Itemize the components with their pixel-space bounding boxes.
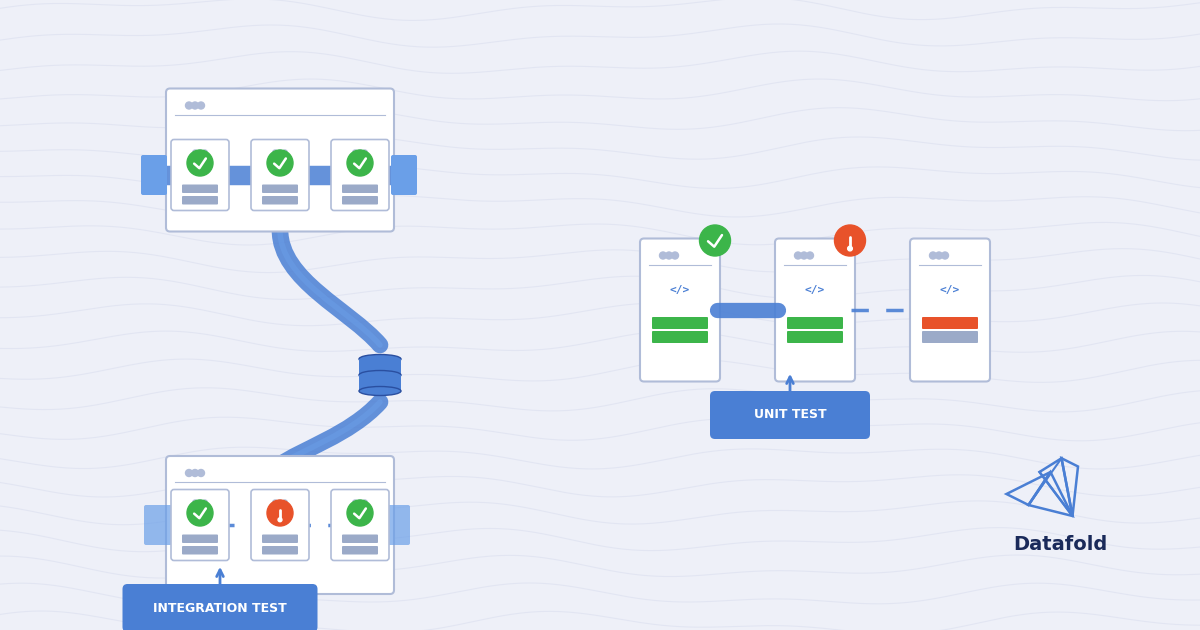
Circle shape — [186, 469, 192, 476]
FancyBboxPatch shape — [382, 505, 410, 545]
Circle shape — [353, 150, 358, 155]
FancyBboxPatch shape — [251, 490, 310, 561]
Text: INTEGRATION TEST: INTEGRATION TEST — [154, 602, 287, 614]
Circle shape — [277, 150, 282, 155]
Circle shape — [347, 150, 373, 176]
FancyBboxPatch shape — [787, 317, 844, 329]
Circle shape — [282, 150, 287, 155]
Circle shape — [272, 150, 277, 155]
Circle shape — [700, 225, 731, 256]
Circle shape — [277, 500, 282, 505]
Circle shape — [362, 500, 367, 505]
FancyBboxPatch shape — [262, 546, 298, 554]
Circle shape — [272, 500, 277, 505]
FancyBboxPatch shape — [342, 185, 378, 193]
FancyBboxPatch shape — [262, 196, 298, 205]
FancyBboxPatch shape — [166, 456, 394, 594]
Circle shape — [834, 225, 865, 256]
Circle shape — [666, 252, 672, 259]
Circle shape — [282, 500, 287, 505]
FancyBboxPatch shape — [775, 239, 856, 382]
Circle shape — [198, 150, 203, 155]
Circle shape — [198, 500, 203, 505]
Text: UNIT TEST: UNIT TEST — [754, 408, 827, 421]
Text: Datafold: Datafold — [1013, 536, 1108, 554]
FancyBboxPatch shape — [144, 505, 172, 545]
Circle shape — [794, 252, 802, 259]
Circle shape — [198, 102, 204, 109]
Circle shape — [358, 150, 362, 155]
FancyBboxPatch shape — [640, 239, 720, 382]
FancyBboxPatch shape — [910, 239, 990, 382]
FancyBboxPatch shape — [142, 155, 167, 195]
Circle shape — [193, 500, 198, 505]
FancyBboxPatch shape — [122, 584, 318, 630]
FancyBboxPatch shape — [652, 317, 708, 329]
Circle shape — [278, 518, 282, 522]
Circle shape — [353, 500, 358, 505]
Circle shape — [672, 252, 678, 259]
FancyBboxPatch shape — [787, 331, 844, 343]
Circle shape — [942, 252, 948, 259]
FancyBboxPatch shape — [922, 317, 978, 329]
Circle shape — [358, 500, 362, 505]
FancyBboxPatch shape — [710, 391, 870, 439]
Circle shape — [193, 150, 198, 155]
FancyBboxPatch shape — [182, 185, 218, 193]
Circle shape — [186, 102, 192, 109]
Circle shape — [347, 500, 373, 526]
FancyBboxPatch shape — [331, 490, 389, 561]
FancyBboxPatch shape — [262, 185, 298, 193]
FancyBboxPatch shape — [342, 196, 378, 205]
Circle shape — [847, 246, 852, 251]
FancyBboxPatch shape — [182, 196, 218, 205]
Text: </>: </> — [805, 285, 826, 295]
Circle shape — [203, 150, 208, 155]
FancyBboxPatch shape — [391, 155, 418, 195]
Circle shape — [806, 252, 814, 259]
Circle shape — [266, 500, 293, 526]
Circle shape — [266, 150, 293, 176]
Circle shape — [800, 252, 808, 259]
Ellipse shape — [359, 370, 401, 379]
Circle shape — [198, 469, 204, 476]
Circle shape — [192, 469, 198, 476]
FancyBboxPatch shape — [172, 490, 229, 561]
FancyBboxPatch shape — [342, 546, 378, 554]
FancyBboxPatch shape — [342, 534, 378, 543]
Text: </>: </> — [940, 285, 960, 295]
Text: </>: </> — [670, 285, 690, 295]
Circle shape — [187, 500, 214, 526]
Circle shape — [936, 252, 942, 259]
FancyBboxPatch shape — [172, 139, 229, 210]
Circle shape — [203, 500, 208, 505]
Circle shape — [930, 252, 936, 259]
FancyBboxPatch shape — [166, 88, 394, 231]
Circle shape — [192, 102, 198, 109]
Bar — [359, 375, 401, 391]
Bar — [359, 359, 401, 375]
Circle shape — [660, 252, 666, 259]
Circle shape — [187, 150, 214, 176]
FancyBboxPatch shape — [922, 331, 978, 343]
FancyBboxPatch shape — [182, 534, 218, 543]
Circle shape — [362, 150, 367, 155]
FancyBboxPatch shape — [251, 139, 310, 210]
FancyBboxPatch shape — [182, 546, 218, 554]
Ellipse shape — [359, 386, 401, 396]
FancyBboxPatch shape — [331, 139, 389, 210]
Ellipse shape — [359, 355, 401, 364]
FancyBboxPatch shape — [262, 534, 298, 543]
FancyBboxPatch shape — [652, 331, 708, 343]
